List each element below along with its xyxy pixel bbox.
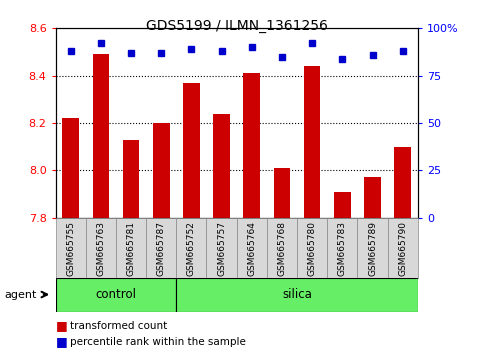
Text: GDS5199 / ILMN_1361256: GDS5199 / ILMN_1361256 bbox=[146, 19, 327, 34]
Text: ■: ■ bbox=[56, 335, 67, 348]
Bar bbox=[395, 147, 411, 218]
Text: GSM665789: GSM665789 bbox=[368, 221, 377, 276]
Text: percentile rank within the sample: percentile rank within the sample bbox=[70, 337, 246, 347]
Bar bbox=[243, 73, 260, 218]
Bar bbox=[388, 218, 418, 278]
Bar bbox=[56, 218, 86, 278]
Bar bbox=[93, 55, 109, 218]
Bar bbox=[116, 218, 146, 278]
Bar bbox=[176, 278, 418, 312]
Text: GSM665755: GSM665755 bbox=[66, 221, 75, 276]
Bar bbox=[213, 114, 230, 218]
Bar bbox=[297, 218, 327, 278]
Text: GSM665763: GSM665763 bbox=[96, 221, 105, 276]
Text: GSM665783: GSM665783 bbox=[338, 221, 347, 276]
Bar bbox=[146, 218, 176, 278]
Text: GSM665781: GSM665781 bbox=[127, 221, 136, 276]
Bar bbox=[237, 218, 267, 278]
Bar bbox=[334, 192, 351, 218]
Text: ■: ■ bbox=[56, 319, 67, 332]
Bar bbox=[207, 218, 237, 278]
Text: GSM665787: GSM665787 bbox=[156, 221, 166, 276]
Bar bbox=[267, 218, 297, 278]
Text: transformed count: transformed count bbox=[70, 321, 167, 331]
Bar bbox=[176, 218, 207, 278]
Bar bbox=[327, 218, 357, 278]
Text: GSM665790: GSM665790 bbox=[398, 221, 407, 276]
Bar bbox=[357, 218, 388, 278]
Text: GSM665780: GSM665780 bbox=[308, 221, 317, 276]
Bar bbox=[123, 139, 139, 218]
Text: silica: silica bbox=[282, 288, 312, 301]
Bar bbox=[304, 66, 320, 218]
Text: GSM665752: GSM665752 bbox=[187, 221, 196, 276]
Bar bbox=[86, 218, 116, 278]
Bar bbox=[62, 118, 79, 218]
Bar bbox=[364, 177, 381, 218]
Text: GSM665764: GSM665764 bbox=[247, 221, 256, 276]
Text: GSM665757: GSM665757 bbox=[217, 221, 226, 276]
Bar bbox=[153, 123, 170, 218]
Text: GSM665768: GSM665768 bbox=[277, 221, 286, 276]
Bar bbox=[183, 83, 199, 218]
Text: agent: agent bbox=[5, 290, 37, 299]
Text: control: control bbox=[96, 288, 136, 301]
Bar bbox=[274, 168, 290, 218]
Bar bbox=[56, 278, 176, 312]
